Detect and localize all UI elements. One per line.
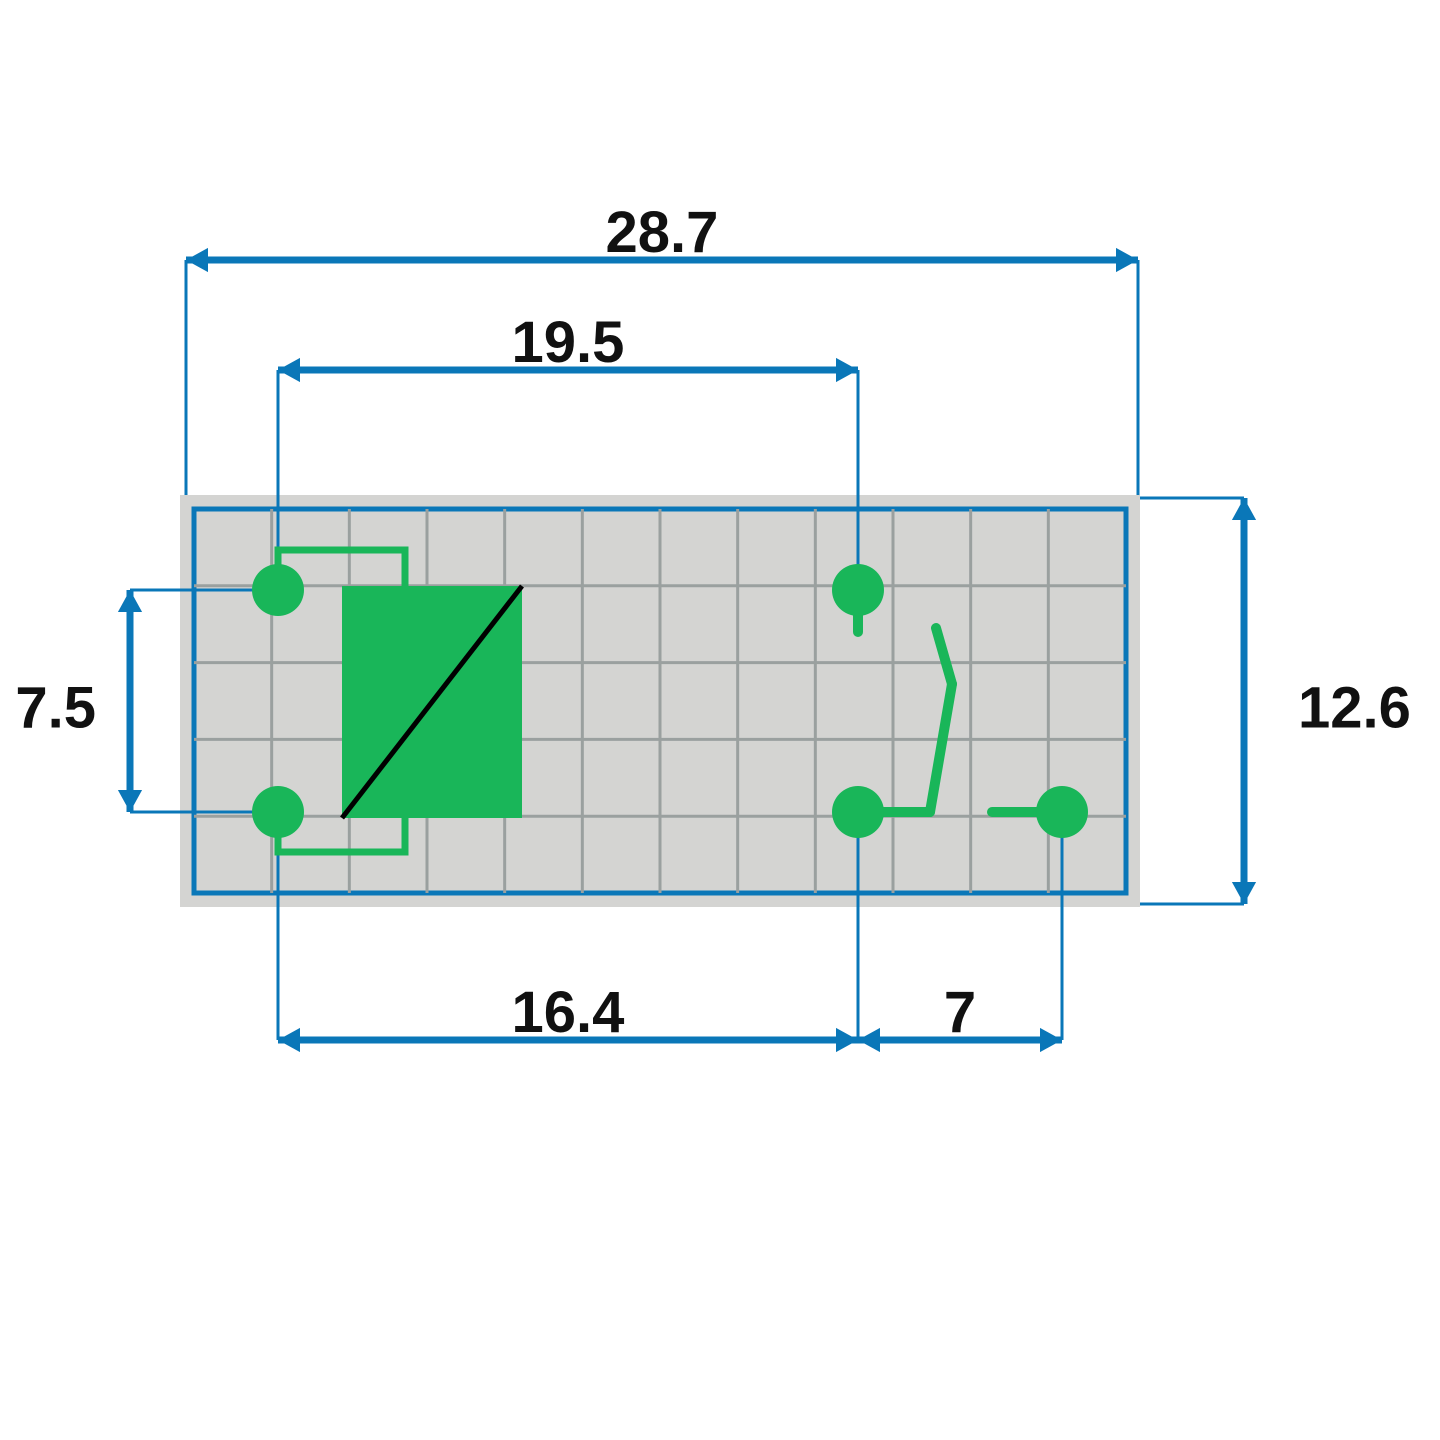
arrowhead-icon: [118, 590, 142, 612]
pin-p1: [252, 564, 304, 616]
dim-d126-label: 12.6: [1298, 675, 1411, 740]
arrowhead-icon: [278, 1028, 300, 1052]
arrowhead-icon: [858, 1028, 880, 1052]
dim-d164-label: 16.4: [512, 980, 625, 1045]
arrowhead-icon: [1232, 498, 1256, 520]
arrowhead-icon: [1116, 248, 1138, 272]
arrowhead-icon: [118, 790, 142, 812]
dim-d195-label: 19.5: [512, 310, 625, 375]
arrowhead-icon: [836, 1028, 858, 1052]
dim-d287-label: 28.7: [606, 200, 719, 265]
arrowhead-icon: [1232, 882, 1256, 904]
pin-p5: [832, 564, 884, 616]
pin-p2: [252, 786, 304, 838]
arrowhead-icon: [1040, 1028, 1062, 1052]
pin-p4: [1036, 786, 1088, 838]
pin-p3: [832, 786, 884, 838]
relay-dimension-diagram: 28.7 19.5 16.4 7 12.6 7.5: [0, 0, 1440, 1440]
arrowhead-icon: [836, 358, 858, 382]
dim-d7-label: 7: [944, 980, 976, 1045]
arrowhead-icon: [278, 358, 300, 382]
arrowhead-icon: [186, 248, 208, 272]
dim-d75-label: 7.5: [15, 675, 96, 740]
